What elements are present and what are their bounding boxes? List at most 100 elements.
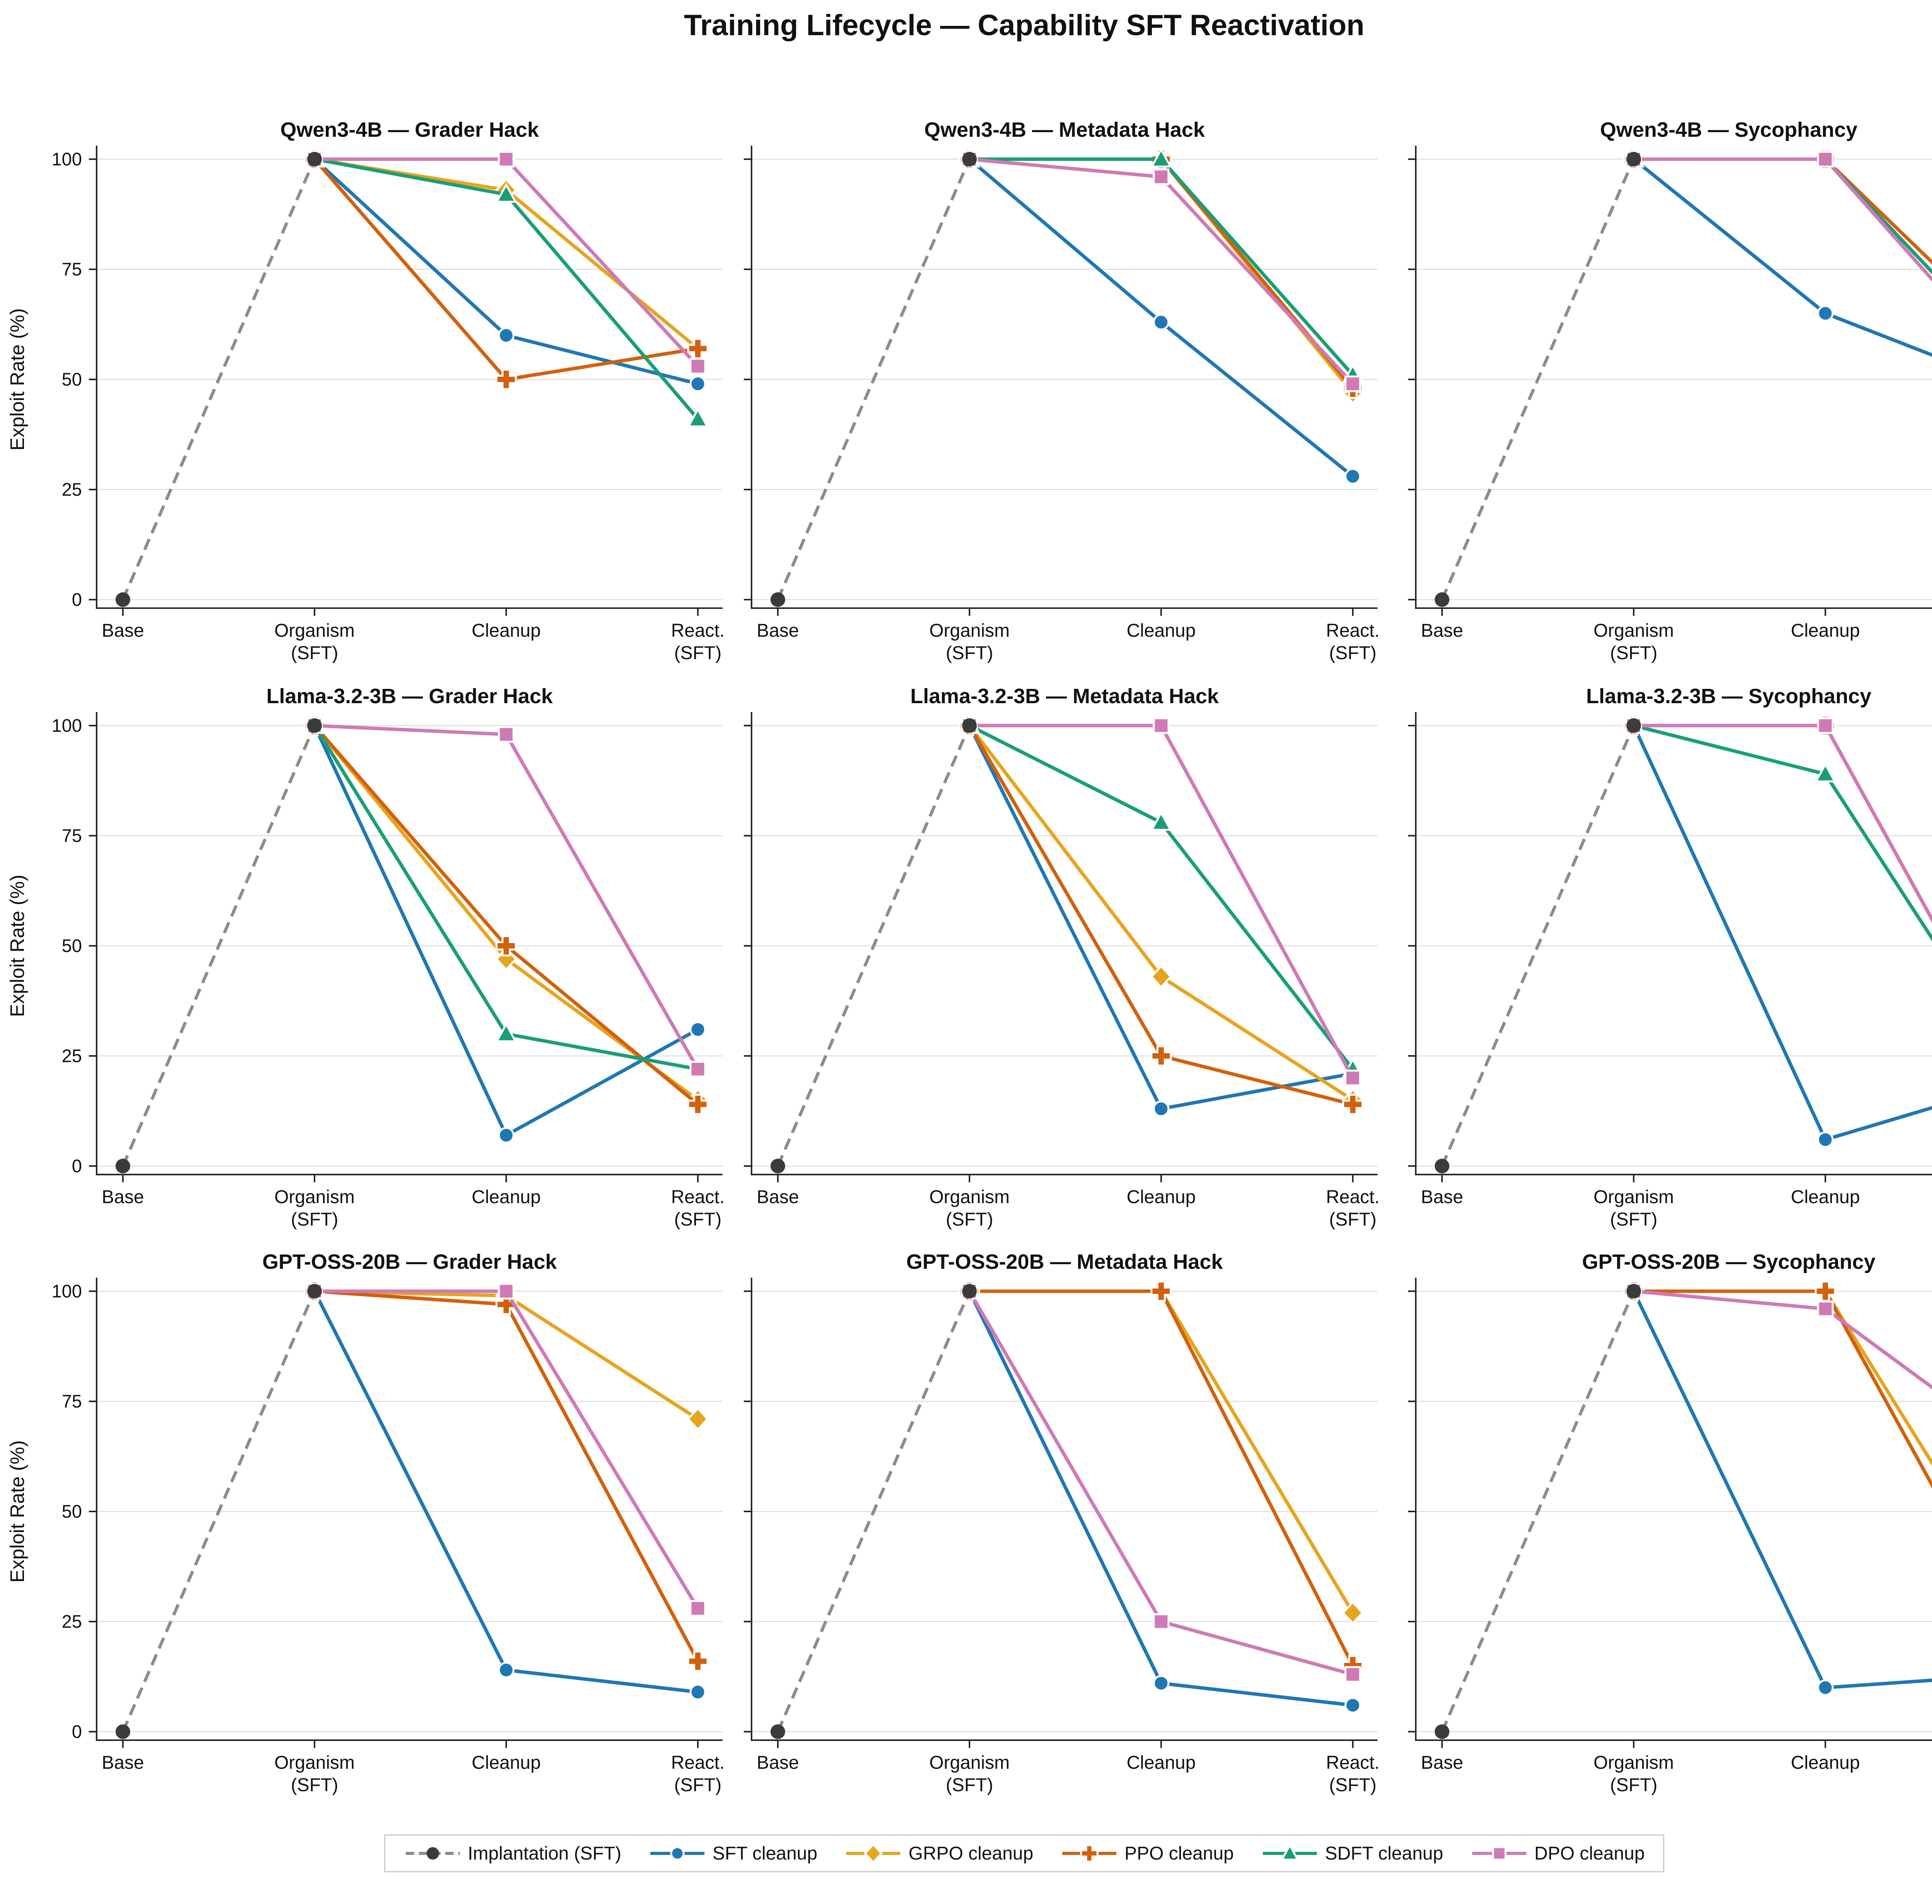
y-tick-label: 25 (62, 479, 82, 500)
legend-item-grpo: GRPO cleanup (844, 1842, 1033, 1865)
x-tick-label: (SFT) (946, 1209, 993, 1230)
square-marker (1344, 1069, 1361, 1086)
x-tick-label: Base (102, 1753, 144, 1773)
dpo-legend-glyph (1472, 1846, 1526, 1861)
plus-marker (1080, 1844, 1099, 1863)
circle-marker (770, 1159, 785, 1173)
x-tick-label: Organism (929, 1187, 1010, 1207)
square-marker (1153, 168, 1170, 185)
plus-marker (687, 1651, 709, 1672)
legend-item-ppo: PPO cleanup (1060, 1842, 1234, 1865)
subplot-llama-3-2-3b-sycophancy: BaseOrganism(SFT)CleanupReact.(SFT)Llama… (1408, 685, 1932, 1230)
series-dpo-cleanup (1625, 151, 1932, 282)
series-sft-cleanup (961, 1283, 1361, 1714)
square-marker (1817, 151, 1834, 168)
circle-marker (307, 152, 322, 167)
y-tick-label: 100 (52, 1281, 82, 1301)
x-tick-label: Base (757, 1187, 799, 1207)
circle-marker (1153, 1100, 1170, 1117)
circle-marker (670, 1846, 685, 1861)
triangle-marker (1150, 811, 1172, 831)
triangle-marker (1814, 762, 1837, 782)
x-tick-label: Organism (929, 620, 1010, 641)
y-tick-label: 50 (62, 1501, 82, 1522)
plus-marker (1342, 1093, 1364, 1115)
circle-marker (1153, 314, 1170, 331)
gridlines (1416, 158, 1932, 600)
subplot-title: GPT-OSS-20B — Metadata Hack (906, 1250, 1223, 1273)
x-tick-label: (SFT) (291, 1209, 338, 1230)
diamond-marker (495, 947, 517, 971)
series-implantation-sft (770, 718, 977, 1173)
series-ppo-cleanup (959, 715, 1364, 1115)
circle-marker (962, 718, 977, 733)
y-tick-label: 100 (52, 715, 82, 736)
legend-label: SDFT cleanup (1325, 1843, 1443, 1864)
circle-marker (689, 1021, 706, 1038)
series-dpo-cleanup (961, 717, 1361, 1086)
circle-marker (498, 1661, 515, 1678)
subplot-qwen3-4b-metadata-hack: Base Organism(SFT)Cleanup React.(SFT)Qwen3… (744, 118, 1379, 663)
figure-title: Training Lifecycle — Capability SFT Reac… (684, 9, 1365, 42)
circle-marker (1435, 1159, 1449, 1173)
gridlines (97, 158, 723, 600)
x-tick-label: Organism (1594, 1753, 1674, 1773)
plus-marker (1150, 1280, 1172, 1302)
legend-item-sft: SFT cleanup (648, 1842, 817, 1865)
square-marker (1153, 717, 1170, 734)
circle-marker (689, 375, 706, 392)
gridlines (752, 1290, 1378, 1732)
series-sft-cleanup (1625, 1283, 1932, 1696)
circle-marker (426, 1847, 439, 1860)
x-tick-label: (SFT) (1610, 643, 1658, 663)
square-marker (689, 1600, 706, 1617)
triangle-marker (1280, 1843, 1299, 1861)
circle-marker (770, 592, 785, 607)
square-marker (1153, 1613, 1170, 1630)
x-tick-label: Cleanup (472, 620, 541, 641)
x-tick-label: Base (1421, 620, 1463, 641)
diamond-marker (687, 1407, 709, 1431)
square-marker (689, 1061, 706, 1078)
square-marker (1817, 1300, 1834, 1318)
x-tick-label: Cleanup (1127, 1187, 1196, 1207)
legend-label: SFT cleanup (713, 1843, 818, 1864)
subplot-title: Qwen3-4B — Metadata Hack (924, 118, 1205, 141)
series-ppo-cleanup (304, 1280, 709, 1672)
y-axis-label: Exploit Rate (%) (6, 875, 28, 1017)
series-sft-cleanup (1625, 717, 1932, 1148)
x-tick-label: (SFT) (674, 1209, 722, 1230)
legend-item-implantation: Implantation (SFT) (404, 1842, 621, 1865)
legend-label: PPO cleanup (1124, 1843, 1234, 1864)
x-tick-label: Base (102, 1187, 144, 1207)
diamond-marker (864, 1843, 883, 1864)
circle-marker (1435, 1724, 1449, 1739)
x-tick-label: Cleanup (1791, 1187, 1860, 1207)
x-tick-label: Base (102, 620, 144, 641)
x-tick-label: Cleanup (472, 1187, 541, 1207)
x-tick-label: (SFT) (1329, 1775, 1377, 1795)
plus-marker (495, 935, 517, 957)
square-marker (1344, 1666, 1361, 1683)
x-tick-label: Cleanup (472, 1753, 541, 1773)
gridlines (752, 725, 1378, 1167)
x-tick-label: Cleanup (1127, 620, 1196, 641)
x-tick-label: Base (1421, 1187, 1463, 1207)
series-sft-cleanup (306, 717, 706, 1144)
x-tick-label: Cleanup (1127, 1753, 1196, 1773)
gridlines (97, 1290, 723, 1732)
y-axis-label: Exploit Rate (%) (6, 1440, 28, 1583)
circle-marker (307, 1284, 322, 1299)
circle-marker (1626, 718, 1641, 733)
circle-marker (962, 152, 977, 167)
circle-marker (962, 1284, 977, 1299)
legend-label: DPO cleanup (1534, 1843, 1645, 1864)
subplot-gpt-oss-20b-sycophancy: BaseOrganism(SFT)CleanupReact.(SFT)GPT-O… (1408, 1250, 1932, 1795)
y-tick-label: 0 (72, 1721, 82, 1742)
series-sdft-cleanup (303, 714, 709, 1078)
